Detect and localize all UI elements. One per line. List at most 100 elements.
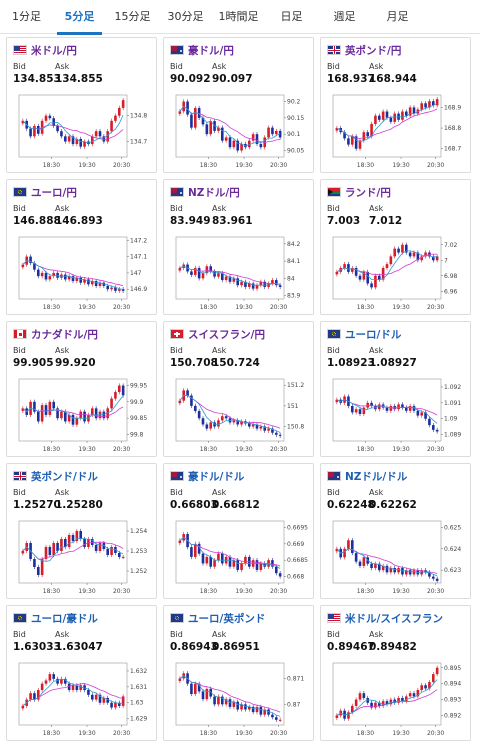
currency-pair-link[interactable]: 英ポンド/ドル xyxy=(31,470,98,483)
currency-pair-link[interactable]: NZドル/円 xyxy=(188,186,240,199)
price-chart[interactable]: 1.092 1.091 1.09 1.089 18:30 19:30 20:30 xyxy=(329,375,467,453)
currency-card[interactable]: ユーロ/ドル Bid Ask 1.08923 1.08927 1.092 1.091 1.09… xyxy=(320,321,471,457)
moving-average-short xyxy=(179,536,281,569)
candle-body xyxy=(335,399,339,403)
currency-pair-link[interactable]: NZドル/ドル xyxy=(345,470,408,483)
currency-pair-link[interactable]: 豪ドル/ドル xyxy=(188,470,245,483)
x-tick-label: 18:30 xyxy=(43,446,60,453)
currency-pair-link[interactable]: カナダドル/円 xyxy=(31,328,98,341)
candle-body xyxy=(110,398,113,409)
price-chart[interactable]: 134.8 134.7 18:30 19:30 20:30 xyxy=(15,91,153,169)
currency-card[interactable]: 英ポンド/円 Bid Ask 168.937 168.944 168.9 168.8 168.… xyxy=(320,37,471,173)
currency-pair-link[interactable]: ユーロ/円 xyxy=(31,186,77,199)
candle-body xyxy=(40,559,44,575)
currency-pair-link[interactable]: 豪ドル/円 xyxy=(188,44,234,57)
price-chart[interactable]: 99.95 99.9 99.85 99.8 18:30 19:30 20:30 xyxy=(15,375,153,453)
currency-card[interactable]: NZドル/ドル Bid Ask 0.62248 0.62262 0.625 0.624 0.6… xyxy=(320,463,471,599)
price-chart[interactable]: 1.254 1.253 1.252 18:30 19:30 20:30 xyxy=(15,517,153,595)
currency-card[interactable]: ユーロ/豪ドル Bid Ask 1.63033 1.63047 1.632 1.631 1.6… xyxy=(6,605,157,741)
tab-0[interactable]: 1分足 xyxy=(12,10,41,23)
candle-body xyxy=(267,709,270,715)
candle-body xyxy=(33,126,36,137)
currency-card[interactable]: 米ドル/円 Bid Ask 134.853 134.855 134.8 134.7 18:30… xyxy=(6,37,157,173)
candle-body xyxy=(354,136,358,149)
currency-card[interactable]: ユーロ/円 Bid Ask 146.888 146.893 147.2 147.1 147 14… xyxy=(6,179,157,315)
tab-1[interactable]: 5分足 xyxy=(53,0,106,35)
currency-card[interactable]: 豪ドル/ドル Bid Ask 0.66803 0.66812 0.6695 0.669 0.6… xyxy=(163,463,314,599)
y-tick-label: 0.894 xyxy=(444,681,461,688)
candle-body xyxy=(408,693,412,697)
price-chart[interactable]: 0.895 0.894 0.893 0.892 18:30 19:30 20:30 xyxy=(329,659,467,737)
currency-pair-link[interactable]: スイスフラン/円 xyxy=(188,328,266,341)
y-tick-label: 147.1 xyxy=(130,254,147,261)
candle-body xyxy=(255,285,259,289)
candle-body xyxy=(21,408,25,411)
x-tick-label: 18:30 xyxy=(200,304,217,311)
candle-body xyxy=(94,281,98,286)
candle-body xyxy=(420,570,424,575)
plot-area xyxy=(175,236,285,300)
price-chart[interactable]: 84.2 84.1 84 83.9 18:30 19:30 20:30 xyxy=(172,233,310,311)
price-chart[interactable]: 168.9 168.8 168.7 18:30 19:30 20:30 xyxy=(329,91,467,169)
currency-card[interactable]: 米ドル/スイスフラン Bid Ask 0.89467 0.89482 0.895 0.894… xyxy=(320,605,471,741)
currency-card[interactable]: NZドル/円 Bid Ask 83.949 83.961 84.2 84.1 84 83.9 18… xyxy=(163,179,314,315)
candle-body xyxy=(190,547,193,557)
candle-body xyxy=(33,559,36,567)
currency-pair-link[interactable]: ユーロ/英ポンド xyxy=(188,612,266,625)
candle-body xyxy=(251,134,255,141)
price-chart[interactable]: 7.02 7 6.98 6.96 18:30 19:30 20:30 xyxy=(329,233,467,311)
tab-4[interactable]: 1時間足 xyxy=(218,10,259,23)
flag-icon xyxy=(327,329,341,339)
price-values: 1.25270 1.25280 xyxy=(13,499,103,511)
candle-body xyxy=(259,143,263,148)
y-tick-label: 0.893 xyxy=(444,697,461,704)
currency-card[interactable]: スイスフラン/円 Bid Ask 150.708 150.724 151.2 151 150.… xyxy=(163,321,314,457)
candle-body xyxy=(377,404,381,410)
currency-card[interactable]: カナダドル/円 Bid Ask 99.905 99.920 99.95 99.9 99.85 9… xyxy=(6,321,157,457)
candle-body xyxy=(67,276,71,280)
price-chart[interactable]: 1.632 1.631 1.63 1.629 18:30 19:30 20:30 xyxy=(15,659,153,737)
candle-body xyxy=(102,697,106,703)
candle-body xyxy=(404,407,408,411)
x-tick-label: 18:30 xyxy=(200,162,217,169)
candlestick-chart: 0.871 0.87 18:30 19:30 20:30 xyxy=(175,662,304,737)
y-tick-label: 168.9 xyxy=(444,104,461,111)
candle-body xyxy=(393,568,397,573)
currency-card[interactable]: 豪ドル/円 Bid Ask 90.092 90.097 90.2 90.15 90.1 90.0… xyxy=(163,37,314,173)
currency-card[interactable]: ランド/円 Bid Ask 7.003 7.012 7.02 7 6.98 6.96 18:30 1… xyxy=(320,179,471,315)
candle-body xyxy=(240,704,243,710)
price-chart[interactable]: 147.2 147.1 147 146.9 18:30 19:30 20:30 xyxy=(15,233,153,311)
currency-card[interactable]: ユーロ/英ポンド Bid Ask 0.86943 0.86951 0.871 0.87 18:… xyxy=(163,605,314,741)
currency-pair-link[interactable]: 米ドル/スイスフラン xyxy=(345,612,444,625)
tab-7[interactable]: 月足 xyxy=(386,10,409,23)
price-chart[interactable]: 0.6695 0.669 0.6685 0.668 18:30 19:30 20:30 xyxy=(172,517,310,595)
candle-body xyxy=(36,411,40,422)
tab-5[interactable]: 日足 xyxy=(280,10,303,23)
y-tick-label: 0.623 xyxy=(444,567,461,574)
flag-icon xyxy=(170,45,184,55)
currency-pair-link[interactable]: ユーロ/ドル xyxy=(345,328,402,341)
flag-icon xyxy=(13,187,27,197)
currency-card[interactable]: 英ポンド/ドル Bid Ask 1.25270 1.25280 1.254 1.253 1.2… xyxy=(6,463,157,599)
currency-pair-link[interactable]: 英ポンド/円 xyxy=(345,44,402,57)
currency-pair-link[interactable]: ユーロ/豪ドル xyxy=(31,612,98,625)
y-tick-label: 168.7 xyxy=(444,146,461,153)
candle-body xyxy=(75,685,79,691)
moving-average-short xyxy=(336,548,438,577)
candle-body xyxy=(56,543,59,551)
moving-average-short xyxy=(336,399,438,424)
price-chart[interactable]: 151.2 151 150.8 18:30 19:30 20:30 xyxy=(172,375,310,453)
price-chart[interactable]: 0.871 0.87 18:30 19:30 20:30 xyxy=(172,659,310,737)
currency-pair-link[interactable]: ランド/円 xyxy=(345,186,391,199)
candle-body xyxy=(389,117,393,122)
tab-3[interactable]: 30分足 xyxy=(167,10,204,23)
candle-body xyxy=(98,543,102,551)
price-chart[interactable]: 0.625 0.624 0.623 18:30 19:30 20:30 xyxy=(329,517,467,595)
candle-body xyxy=(36,567,40,575)
tab-6[interactable]: 週足 xyxy=(333,10,356,23)
moving-average-short xyxy=(179,265,281,286)
tab-2[interactable]: 15分足 xyxy=(114,10,151,23)
currency-pair-link[interactable]: 米ドル/円 xyxy=(31,44,77,57)
candle-body xyxy=(412,406,416,411)
price-chart[interactable]: 90.2 90.15 90.1 90.05 18:30 19:30 20:30 xyxy=(172,91,310,169)
